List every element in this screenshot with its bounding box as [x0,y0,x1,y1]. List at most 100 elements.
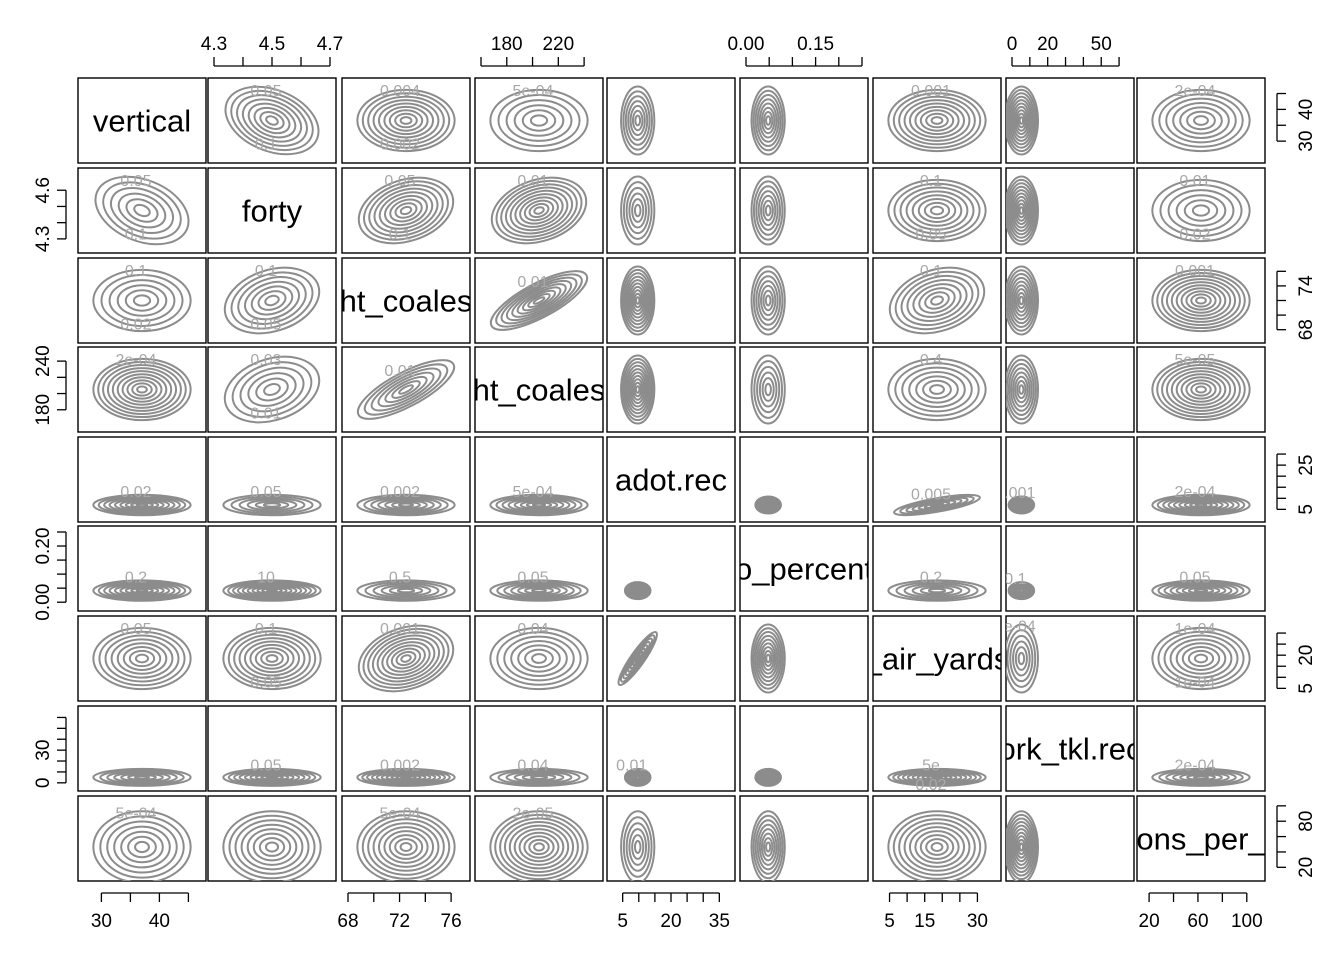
contour-line [532,296,546,305]
axis-top-col5: 0.00 0.15 [728,34,863,67]
tick-label: 25 [1296,455,1317,476]
contour-line [620,175,656,246]
contour-line [372,582,440,599]
contour-line [380,584,432,597]
contour-line [1189,501,1213,509]
contour-line [386,644,426,673]
contour-line [620,810,656,881]
contour-line [361,92,451,149]
contour-line [94,175,190,246]
panel-frame [474,795,604,882]
panel-frame [872,795,1002,882]
contour-line [914,830,960,864]
contour-set: 0.01 [356,359,456,420]
contour-set: 2e-04 [1151,83,1251,153]
contour-line [1163,634,1239,683]
panel-r1-c7 [1005,167,1135,254]
contour-line [1009,367,1033,412]
contour-line [1017,501,1026,509]
contour-line [489,493,589,517]
contour-line [99,815,185,879]
contour-line [134,775,150,780]
tick-label: 180 [491,34,523,55]
panel-frame [207,77,337,164]
contour-line [511,283,567,318]
contour-line [246,584,298,597]
contour-line [628,584,647,597]
contour-level-label: 0.1 [255,136,277,153]
panel-r0-c8: 2e-04 [1136,77,1266,164]
contour-line [103,496,181,514]
contour-set: 5e-04 [92,805,192,881]
contour-line [224,85,320,156]
contour-line [356,359,456,420]
contour-line [757,638,779,679]
contour-line [917,198,957,223]
contour-line [1012,640,1031,677]
contour-set [1006,354,1039,425]
panel-r1-c6: 0.1 0.05 [872,167,1002,254]
contour-line [1151,493,1251,517]
contour-line [919,834,955,860]
contour-line [391,501,421,509]
contour-line [1194,502,1208,508]
contour-line [363,495,449,515]
contour-line [384,194,428,227]
contour-level-label: 0.05 [120,173,151,190]
contour-line [1175,284,1227,317]
contour-set: 8e-04 [1006,618,1039,694]
contour-line [363,180,449,241]
contour-level-label: 0.002 [380,758,420,775]
contour-line [631,772,645,783]
contour-level-label: 1e-04 [1175,674,1216,691]
contour-line [135,588,149,593]
contour-set: 0.02 [92,484,192,517]
contour-line [1006,175,1039,246]
panel-frame [474,615,604,702]
contour-line [238,637,306,680]
contour-line [1165,97,1237,144]
contour-line [930,116,944,125]
contour-line [372,99,440,142]
contour-line [497,94,581,147]
contour-line [1007,817,1036,877]
contour-line [908,826,966,868]
panel-frame [606,705,736,792]
contour-level-label: 0.05 [1179,569,1210,586]
contour-level-label: 0.004 [380,83,420,100]
contour-line [1014,288,1028,313]
panel-frame [739,705,869,792]
panel-frame [77,795,207,882]
contour-line [761,377,775,402]
panel-frame [1136,167,1266,254]
contour-line [623,361,653,418]
contour-set: 0.1 [888,263,986,335]
contour-line [251,585,293,596]
contour-line [1151,178,1251,243]
contour-line [264,841,280,853]
contour-line [763,649,773,668]
panel-r0-c1: 0.05 0.1 [207,77,337,164]
contour-line [120,772,164,783]
panel-frame [207,525,337,612]
contour-line [617,630,658,687]
contour-set [620,175,656,246]
panel-r7-c4: 0.01 [606,705,736,792]
axis-left-row7: 0 30 [33,716,67,788]
contour-line [1012,102,1031,139]
panel-frame [341,615,471,702]
contour-line [124,586,160,595]
panel-r6-c8: 1e-04 1e-04 [1136,615,1266,702]
contour-line [521,109,557,132]
contour-line [495,180,583,241]
contour-line [230,89,314,152]
contour-line [628,282,648,319]
contour-line [254,647,290,670]
contour-line [628,828,648,866]
contour-line [620,265,656,336]
contour-line [763,774,773,781]
contour-line [750,85,786,156]
contour-line [1175,194,1227,227]
panel-r8-c4 [606,795,736,882]
contour-line [495,273,583,328]
